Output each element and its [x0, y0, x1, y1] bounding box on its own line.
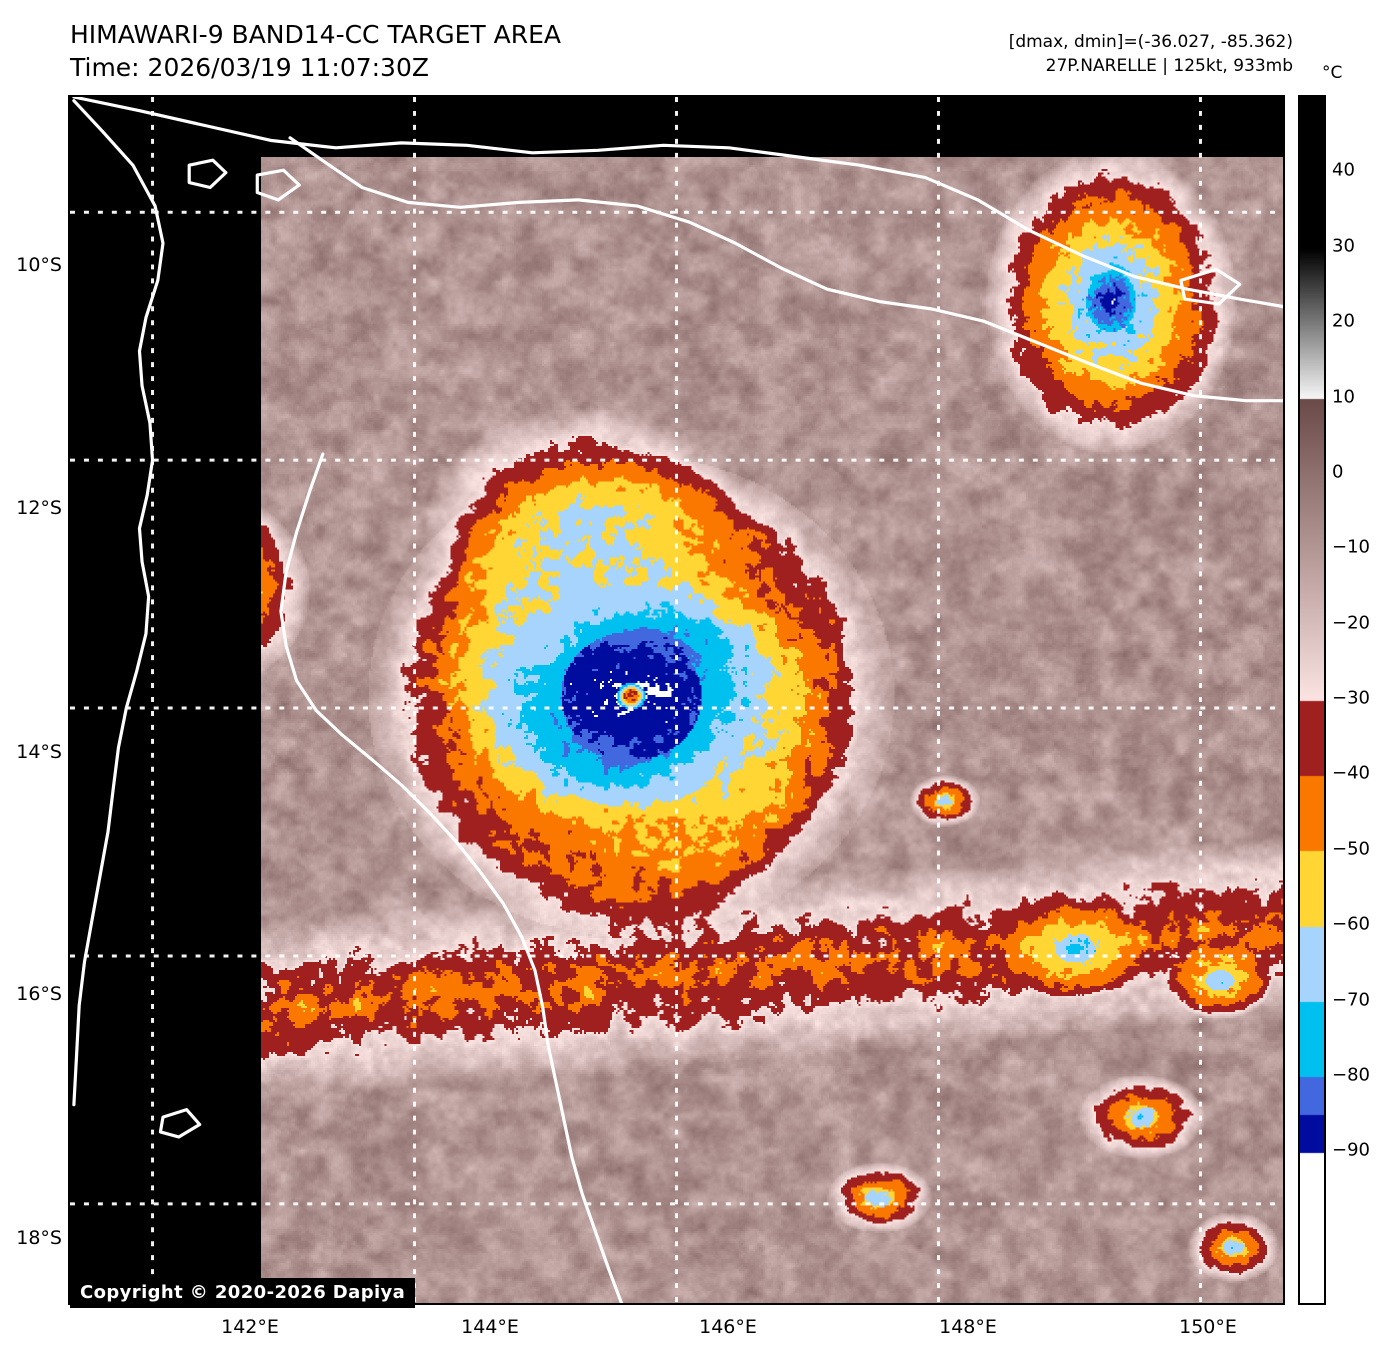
time-line: Time: 2026/03/19 11:07:30Z	[70, 53, 429, 82]
dmax-dmin-label: [dmax, dmin]=(-36.027, -85.362)	[1008, 32, 1293, 52]
colorbar-gradient	[1300, 97, 1324, 1303]
lat-tick-label-1: 12°S	[16, 497, 62, 519]
coastline-inland-north	[288, 136, 1283, 403]
lat-tick-label-4: 18°S	[16, 1227, 62, 1249]
lon-tick-label-0: 142°E	[221, 1316, 279, 1338]
lat-tick-label-0: 10°S	[16, 254, 62, 276]
copyright-banner: Copyright © 2020-2026 Dapiya	[70, 1278, 416, 1308]
coastline-west	[72, 99, 165, 1107]
colorbar-tick-11: −70	[1332, 989, 1370, 1010]
coastline-cape-york	[279, 452, 624, 1303]
colorbar-tick-1: 30	[1332, 235, 1355, 257]
island-sw	[158, 1108, 202, 1139]
colorbar-tick-13: −90	[1332, 1139, 1370, 1161]
colorbar-tick-3: 10	[1332, 386, 1355, 407]
lon-tick-label-2: 146°E	[699, 1316, 757, 1338]
lon-tick-label-4: 150°E	[1179, 1316, 1237, 1338]
coastline-layer	[72, 97, 1283, 1303]
map-overlay	[70, 97, 1283, 1303]
metadata-block: [dmax, dmin]=(-36.027, -85.362) 27P.NARE…	[1009, 30, 1293, 78]
colorbar-tick-5: −10	[1332, 536, 1370, 558]
title-line: HIMAWARI-9 BAND14-CC TARGET AREA	[70, 20, 562, 49]
colorbar[interactable]	[1298, 95, 1326, 1305]
colorbar-tick-2: 20	[1332, 310, 1355, 332]
colorbar-tick-7: −30	[1332, 687, 1370, 709]
colorbar-tick-8: −40	[1332, 762, 1370, 784]
colorbar-tick-12: −80	[1332, 1064, 1370, 1086]
colorbar-tick-10: −60	[1332, 913, 1370, 935]
satellite-image-plot[interactable]	[68, 95, 1285, 1305]
gridline-layer	[70, 97, 1283, 1303]
lon-tick-label-1: 144°E	[461, 1316, 519, 1338]
lat-tick-label-2: 14°S	[16, 741, 62, 763]
storm-info-label: 27P.NARELLE | 125kt, 933mb	[1045, 56, 1293, 76]
colorbar-tick-6: −20	[1332, 612, 1370, 634]
colorbar-tick-0: 40	[1332, 159, 1355, 181]
island-1	[187, 158, 228, 190]
page-title: HIMAWARI-9 BAND14-CC TARGET AREA Time: 2…	[70, 18, 561, 84]
island-ne	[1179, 267, 1242, 306]
coastline-north	[72, 97, 1283, 309]
lon-tick-label-3: 148°E	[939, 1316, 997, 1338]
colorbar-tick-9: −50	[1332, 838, 1370, 860]
colorbar-tick-4: 0	[1332, 461, 1344, 483]
colorbar-unit-label: °C	[1322, 63, 1343, 83]
island-2	[255, 168, 301, 202]
lat-tick-label-3: 16°S	[16, 983, 62, 1005]
